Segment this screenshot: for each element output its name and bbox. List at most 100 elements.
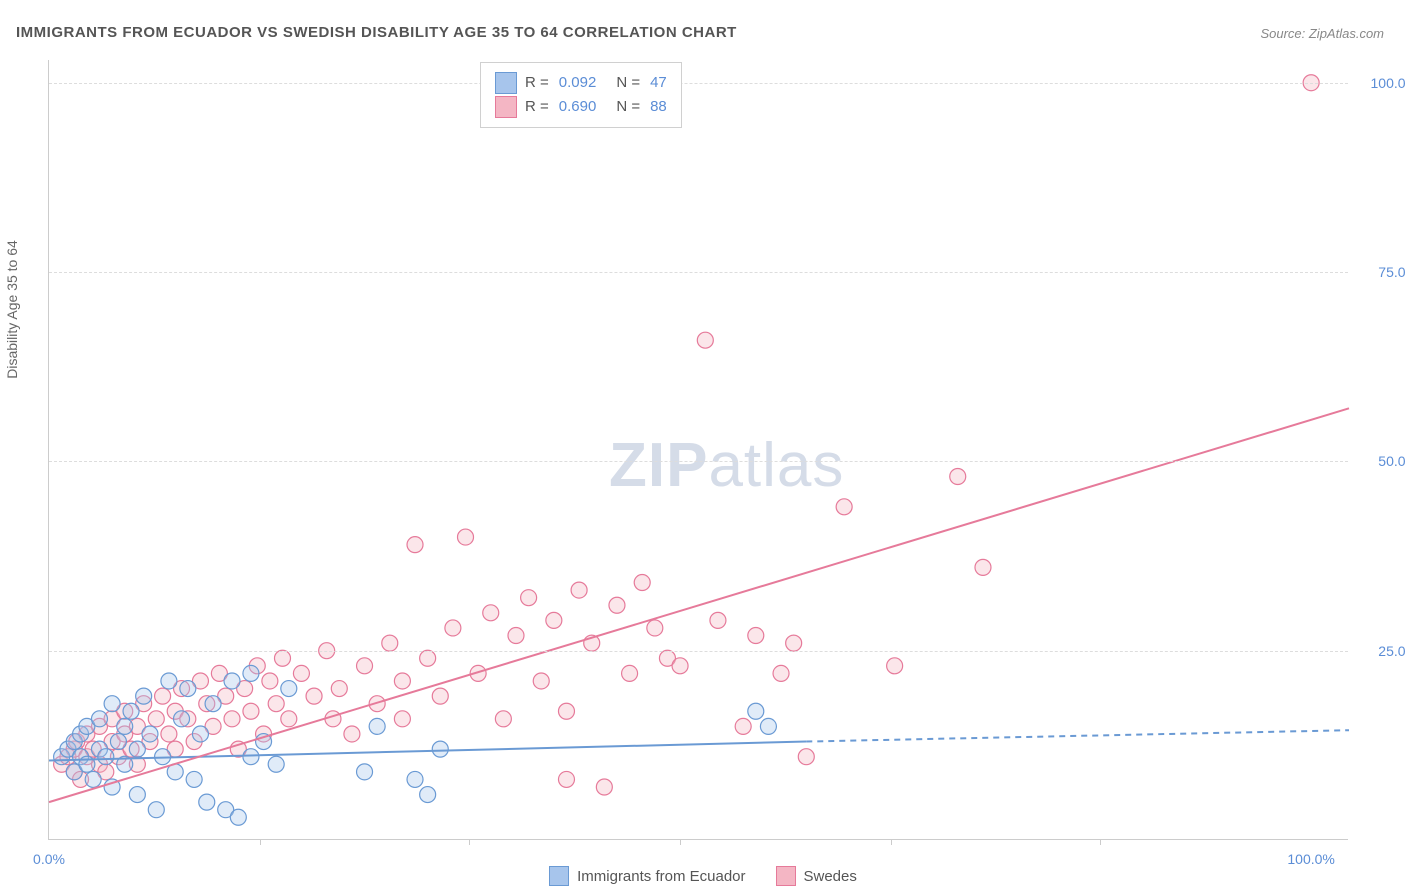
data-point — [609, 597, 625, 613]
data-point — [672, 658, 688, 674]
bottom-legend-swedes: Swedes — [776, 866, 857, 886]
data-point — [129, 787, 145, 803]
data-point — [748, 628, 764, 644]
x-tick-label: 0.0% — [33, 851, 65, 867]
data-point — [710, 612, 726, 628]
data-point — [180, 681, 196, 697]
data-point — [558, 703, 574, 719]
data-point — [748, 703, 764, 719]
data-point — [174, 711, 190, 727]
data-point — [161, 726, 177, 742]
data-point — [281, 711, 297, 727]
correlation-legend: R = 0.092 N = 47 R = 0.690 N = 88 — [480, 62, 682, 128]
data-point — [950, 469, 966, 485]
data-point — [268, 696, 284, 712]
data-point — [136, 688, 152, 704]
bottom-swatch-swedes — [776, 866, 796, 886]
data-point — [199, 794, 215, 810]
data-point — [243, 749, 259, 765]
data-point — [647, 620, 663, 636]
y-axis-title: Disability Age 35 to 64 — [4, 240, 20, 379]
data-point — [117, 718, 133, 734]
y-tick-label: 75.0% — [1358, 264, 1406, 280]
data-point — [104, 696, 120, 712]
data-point — [975, 559, 991, 575]
data-point — [558, 771, 574, 787]
legend-swatch-ecuador — [495, 72, 517, 94]
bottom-legend-label: Immigrants from Ecuador — [577, 868, 745, 885]
data-point — [533, 673, 549, 689]
scatter-plot-svg — [49, 60, 1348, 839]
data-point — [123, 703, 139, 719]
data-point — [596, 779, 612, 795]
data-point — [344, 726, 360, 742]
data-point — [161, 673, 177, 689]
data-point — [420, 650, 436, 666]
data-point — [773, 665, 789, 681]
bottom-legend-ecuador: Immigrants from Ecuador — [549, 866, 745, 886]
trend-line — [49, 408, 1349, 802]
data-point — [407, 537, 423, 553]
data-point — [224, 711, 240, 727]
bottom-legend: Immigrants from Ecuador Swedes — [0, 866, 1406, 886]
data-point — [622, 665, 638, 681]
data-point — [281, 681, 297, 697]
data-point — [394, 711, 410, 727]
data-point — [357, 764, 373, 780]
data-point — [786, 635, 802, 651]
bottom-legend-label: Swedes — [804, 868, 857, 885]
data-point — [420, 787, 436, 803]
data-point — [230, 809, 246, 825]
data-point — [306, 688, 322, 704]
data-point — [186, 771, 202, 787]
y-tick-label: 25.0% — [1358, 643, 1406, 659]
data-point — [129, 741, 145, 757]
x-tick-label: 100.0% — [1287, 851, 1334, 867]
data-point — [697, 332, 713, 348]
data-point — [571, 582, 587, 598]
legend-row-ecuador: R = 0.092 N = 47 — [495, 71, 667, 95]
data-point — [836, 499, 852, 515]
data-point — [357, 658, 373, 674]
data-point — [274, 650, 290, 666]
data-point — [155, 688, 171, 704]
data-point — [546, 612, 562, 628]
data-point — [495, 711, 511, 727]
plot-area: ZIPatlas 25.0%50.0%75.0%100.0%0.0%100.0% — [48, 60, 1348, 840]
data-point — [445, 620, 461, 636]
data-point — [798, 749, 814, 765]
data-point — [369, 718, 385, 734]
data-point — [382, 635, 398, 651]
data-point — [432, 688, 448, 704]
data-point — [142, 726, 158, 742]
data-point — [110, 734, 126, 750]
data-point — [483, 605, 499, 621]
data-point — [293, 665, 309, 681]
data-point — [192, 726, 208, 742]
data-point — [262, 673, 278, 689]
data-point — [331, 681, 347, 697]
data-point — [91, 711, 107, 727]
chart-source: Source: ZipAtlas.com — [1260, 26, 1384, 41]
data-point — [205, 696, 221, 712]
data-point — [760, 718, 776, 734]
data-point — [407, 771, 423, 787]
bottom-swatch-ecuador — [549, 866, 569, 886]
data-point — [521, 590, 537, 606]
data-point — [85, 771, 101, 787]
data-point — [243, 703, 259, 719]
data-point — [458, 529, 474, 545]
data-point — [735, 718, 751, 734]
data-point — [148, 711, 164, 727]
data-point — [508, 628, 524, 644]
data-point — [98, 749, 114, 765]
data-point — [432, 741, 448, 757]
data-point — [243, 665, 259, 681]
data-point — [634, 575, 650, 591]
data-point — [268, 756, 284, 772]
data-point — [148, 802, 164, 818]
legend-swatch-swedes — [495, 96, 517, 118]
y-tick-label: 50.0% — [1358, 453, 1406, 469]
data-point — [887, 658, 903, 674]
trend-line-extrapolated — [806, 730, 1349, 741]
